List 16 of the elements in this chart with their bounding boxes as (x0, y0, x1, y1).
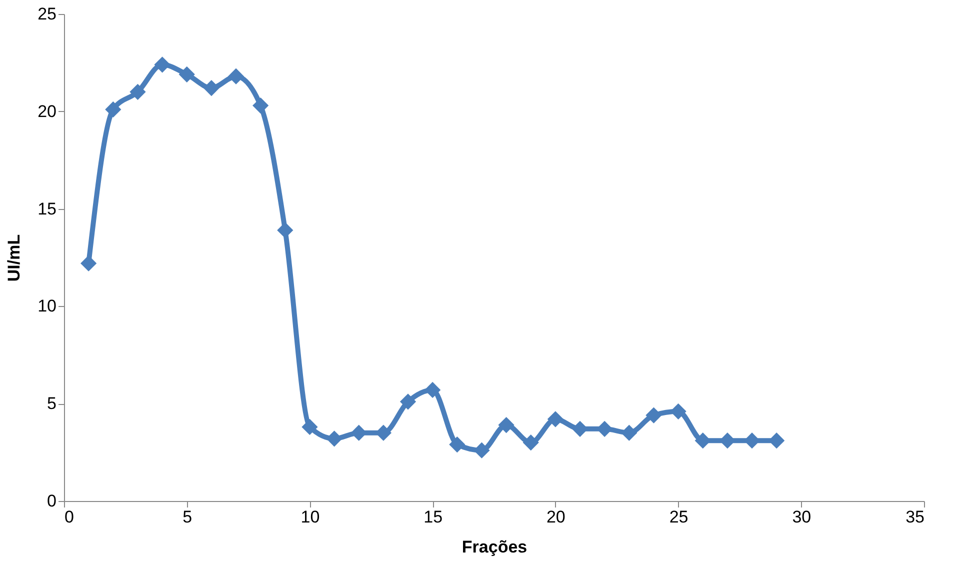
y-axis-title: UI/mL (4, 234, 24, 282)
x-tick-label: 10 (300, 508, 320, 526)
x-axis-title: Frações (462, 538, 528, 556)
x-tick-label: 25 (669, 508, 688, 526)
y-tick-label: 0 (47, 492, 56, 510)
x-tick-label: 5 (182, 508, 192, 526)
y-tick-label: 20 (38, 102, 56, 121)
x-tick-label: 0 (64, 508, 74, 526)
y-tick-label: 15 (38, 199, 56, 218)
x-tick-label: 15 (424, 508, 443, 526)
x-tick-label: 30 (792, 508, 812, 526)
y-tick-label: 25 (38, 4, 56, 24)
y-tick-label: 10 (38, 296, 56, 316)
y-tick-label: 5 (47, 394, 56, 414)
x-tick-label: 20 (546, 508, 566, 526)
x-tick-label: 35 (906, 508, 924, 526)
